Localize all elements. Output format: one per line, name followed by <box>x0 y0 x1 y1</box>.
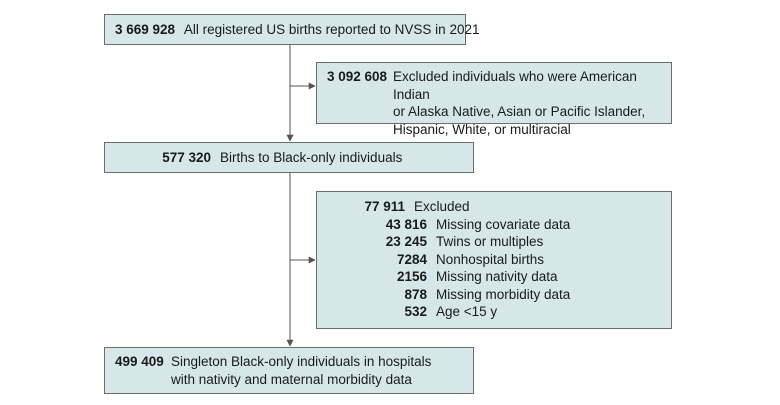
black-only-births-box: 577 320 Births to Black-only individuals <box>104 142 474 173</box>
excluded-other-box: 77 911 Excluded 43 816 Missing covariate… <box>316 191 672 329</box>
exclusion-label: Missing covariate data <box>436 216 571 232</box>
final-cohort-box: 499 409 Singleton Black-only individuals… <box>104 347 474 394</box>
exclusion-label: Nonhospital births <box>436 251 545 267</box>
all-births-box: 3 669 928 All registered US births repor… <box>104 14 479 45</box>
exclusion-reason-row: 532 Age <15 y <box>317 303 671 321</box>
exclusion-count: 878 <box>404 286 427 302</box>
exclusion-reason-row: 43 816 Missing covariate data <box>317 216 671 234</box>
excluded-race-line-3: Hispanic, White, or multiracial <box>393 121 571 137</box>
exclusion-count: 7284 <box>396 251 427 267</box>
black-only-label: Births to Black-only individuals <box>220 150 403 165</box>
excluded-total-label: Excluded <box>414 199 470 214</box>
exclusion-label: Missing morbidity data <box>436 286 571 302</box>
all-births-count: 3 669 928 <box>115 22 176 37</box>
black-only-count: 577 320 <box>162 150 211 165</box>
exclusion-count: 532 <box>404 304 427 319</box>
excluded-race-box: 3 092 608 Excluded individuals who were … <box>316 62 672 137</box>
exclusion-reason-row: 2156 Missing nativity data <box>317 268 671 286</box>
excluded-total-row: 77 911 Excluded <box>317 198 671 216</box>
exclusion-label: Missing nativity data <box>436 269 558 284</box>
exclusion-count: 2156 <box>396 269 427 284</box>
exclusion-count: 43 816 <box>385 216 427 232</box>
excluded-race-count: 3 092 608 <box>327 69 388 84</box>
excluded-total-count: 77 911 <box>364 199 405 214</box>
final-cohort-line-2: with nativity and maternal morbidity dat… <box>171 371 412 387</box>
final-cohort-line-1: Singleton Black-only individuals in hosp… <box>171 354 432 369</box>
excluded-race-line-1: Excluded individuals who were American I… <box>393 69 637 102</box>
exclusion-reason-row: 878 Missing morbidity data <box>317 286 671 304</box>
exclusion-label: Age <15 y <box>436 304 498 319</box>
exclusion-label: Twins or multiples <box>436 234 544 249</box>
excluded-race-line-2: or Alaska Native, Asian or Pacific Islan… <box>393 104 646 119</box>
final-cohort-count: 499 409 <box>115 354 164 369</box>
exclusion-reason-row: 23 245 Twins or multiples <box>317 233 671 251</box>
exclusion-reason-row: 7284 Nonhospital births <box>317 251 671 269</box>
all-births-label: All registered US births reported to NVS… <box>183 22 480 37</box>
exclusion-count: 23 245 <box>385 234 427 249</box>
